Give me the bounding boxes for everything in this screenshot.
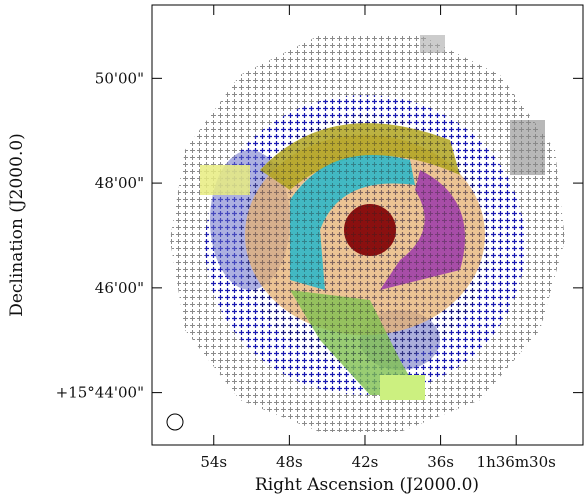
- x-tick-label: 48s: [276, 453, 303, 471]
- galaxy-map: [170, 35, 565, 432]
- x-tick-label: 42s: [352, 453, 379, 471]
- cross-overlay: [240, 115, 490, 365]
- x-tick-label: 54s: [200, 453, 227, 471]
- blob: [380, 375, 425, 400]
- x-axis-label: Right Ascension (J2000.0): [255, 475, 479, 495]
- y-tick-label: 48'00": [95, 174, 144, 192]
- blob: [420, 35, 445, 53]
- y-tick-label: 46'00": [95, 279, 144, 297]
- x-tick-label: 1h36m30s: [477, 453, 556, 471]
- y-axis-label: Declination (J2000.0): [7, 133, 27, 317]
- x-tick-label: 36s: [427, 453, 454, 471]
- blob: [200, 165, 250, 195]
- frame: [151, 4, 584, 446]
- beam: [166, 413, 184, 431]
- y-tick-label: 50'00": [95, 69, 144, 87]
- y-tick-label: +15°44'00": [56, 384, 144, 402]
- blob: [510, 120, 545, 175]
